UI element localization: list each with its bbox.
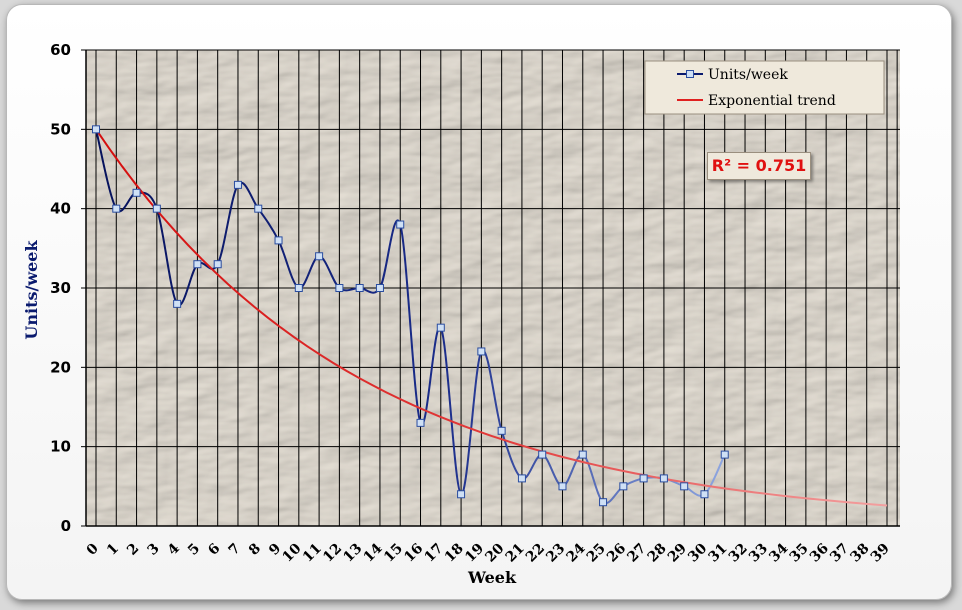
x-tick-label: 4 <box>165 540 183 558</box>
x-tick-label: 2 <box>124 541 142 559</box>
legend: Units/week Exponential trend <box>644 60 885 115</box>
data-point-marker <box>396 220 405 229</box>
y-tick-label: 40 <box>50 200 71 218</box>
data-point-marker <box>477 347 486 356</box>
y-tick-label: 30 <box>50 279 71 297</box>
data-point-marker <box>152 204 161 213</box>
legend-box <box>644 60 885 115</box>
data-point-marker <box>538 450 547 459</box>
y-tick-label: 0 <box>61 517 71 535</box>
legend-label-units: Units/week <box>708 67 788 83</box>
data-point-marker <box>254 204 263 213</box>
data-point-marker <box>274 236 283 245</box>
data-point-marker <box>233 180 242 189</box>
data-point-marker <box>375 284 384 292</box>
data-point-marker <box>173 299 182 308</box>
x-tick-label: 1 <box>104 541 122 559</box>
y-tick-label: 60 <box>50 41 71 59</box>
data-point-marker <box>193 260 202 269</box>
data-point-marker <box>436 323 445 332</box>
y-tick-label: 10 <box>50 438 71 456</box>
data-point-marker <box>720 450 729 459</box>
axes <box>81 49 900 527</box>
r-squared-label: R² = 0.751 <box>707 152 811 180</box>
data-point-marker <box>213 260 222 269</box>
series-line-exponential-trend <box>95 128 888 507</box>
x-tick-label: 0 <box>84 540 102 558</box>
x-axis-title: Week <box>467 568 517 587</box>
data-point-marker <box>112 204 121 213</box>
y-tick-labels: 0 10 20 30 40 50 60 <box>50 41 71 535</box>
x-tick-label: 7 <box>226 541 244 559</box>
x-tick-label: 3 <box>144 541 162 559</box>
x-tick-label: 39 <box>868 541 893 566</box>
y-tick-label: 50 <box>50 120 71 138</box>
y-tick-label: 20 <box>50 358 71 376</box>
data-point-marker <box>599 498 608 507</box>
data-point-marker <box>619 482 628 491</box>
x-tick-label: 8 <box>246 541 264 559</box>
x-tick-label: 5 <box>185 541 203 559</box>
data-point-marker <box>659 474 668 483</box>
data-point-marker <box>132 188 141 197</box>
x-tick-label: 6 <box>205 541 223 559</box>
legend-label-trend: Exponential trend <box>708 93 836 109</box>
data-point-marker <box>457 490 466 499</box>
data-point-marker <box>578 450 587 459</box>
data-point-marker <box>639 474 648 483</box>
legend-marker-units <box>686 70 694 78</box>
data-point-marker <box>294 284 303 292</box>
data-point-marker <box>355 284 364 292</box>
data-markers <box>92 125 729 507</box>
data-point-marker <box>558 482 567 491</box>
y-axis-title: Units/week <box>22 240 41 340</box>
data-point-marker <box>700 490 709 499</box>
x-tick-labels: 0 1 2 3 4 5 6 7 8 9101112131415161718192021222324… <box>84 540 893 565</box>
data-point-marker <box>497 426 506 435</box>
data-point-marker <box>680 482 689 491</box>
data-point-marker <box>517 474 526 483</box>
data-point-marker <box>335 284 344 292</box>
data-point-marker <box>416 418 425 427</box>
data-point-marker <box>315 252 324 261</box>
data-point-marker <box>92 125 100 134</box>
